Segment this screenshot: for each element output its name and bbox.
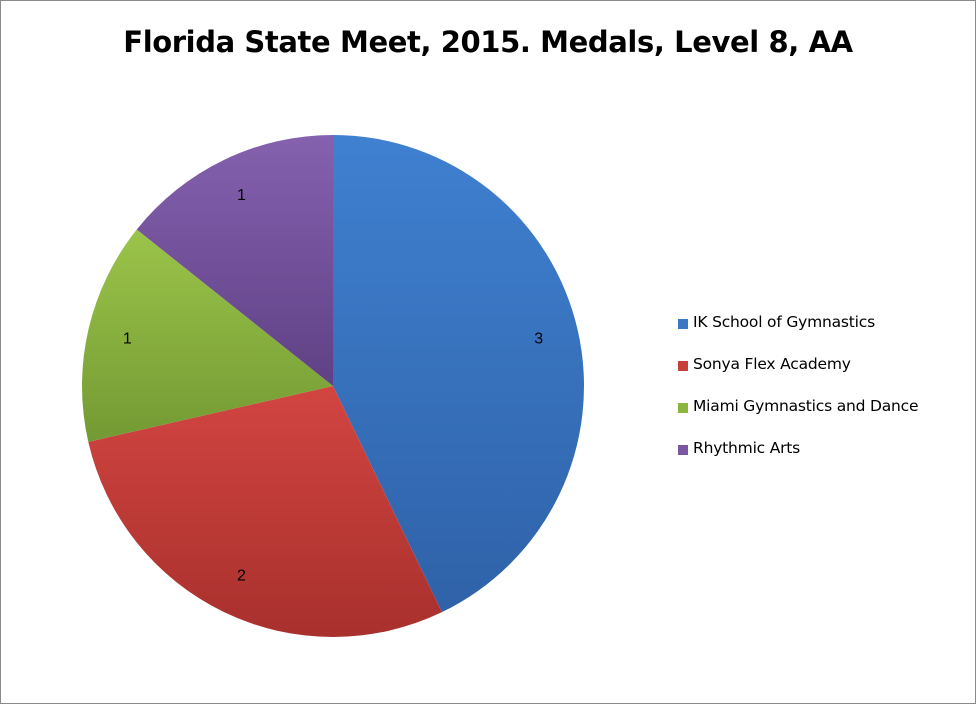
- legend-item-ik-school: IK School of Gymnastics: [678, 313, 968, 355]
- legend-label-sonya-flex: Sonya Flex Academy: [693, 355, 851, 373]
- legend-item-miami-gymnastics: Miami Gymnastics and Dance: [678, 397, 968, 439]
- legend-swatch-miami-gymnastics: [678, 403, 688, 413]
- legend-swatch-ik-school: [678, 319, 688, 329]
- legend-label-rhythmic-arts: Rhythmic Arts: [693, 439, 801, 457]
- data-label-rhythmic-arts: 1: [237, 187, 246, 204]
- pie-slice-sonya-flex: [88, 386, 442, 638]
- pie-slice-rhythmic-arts: [136, 135, 333, 386]
- data-label-sonya-flex: 2: [237, 567, 246, 584]
- legend-item-rhythmic-arts: Rhythmic Arts: [678, 439, 968, 481]
- legend: IK School of Gymnastics Sonya Flex Acade…: [678, 313, 968, 481]
- pie-slice-ik-school: [333, 135, 585, 613]
- legend-label-miami-gymnastics: Miami Gymnastics and Dance: [693, 397, 919, 415]
- legend-swatch-sonya-flex: [678, 361, 688, 371]
- pie-slice-miami-gymnastics: [81, 229, 333, 442]
- data-label-miami-gymnastics: 1: [123, 330, 132, 347]
- legend-item-sonya-flex: Sonya Flex Academy: [678, 355, 968, 397]
- legend-label-ik-school: IK School of Gymnastics: [693, 313, 875, 331]
- data-label-ik-school: 3: [534, 330, 543, 347]
- chart-title: Florida State Meet, 2015. Medals, Level …: [123, 25, 853, 59]
- legend-swatch-rhythmic-arts: [678, 445, 688, 455]
